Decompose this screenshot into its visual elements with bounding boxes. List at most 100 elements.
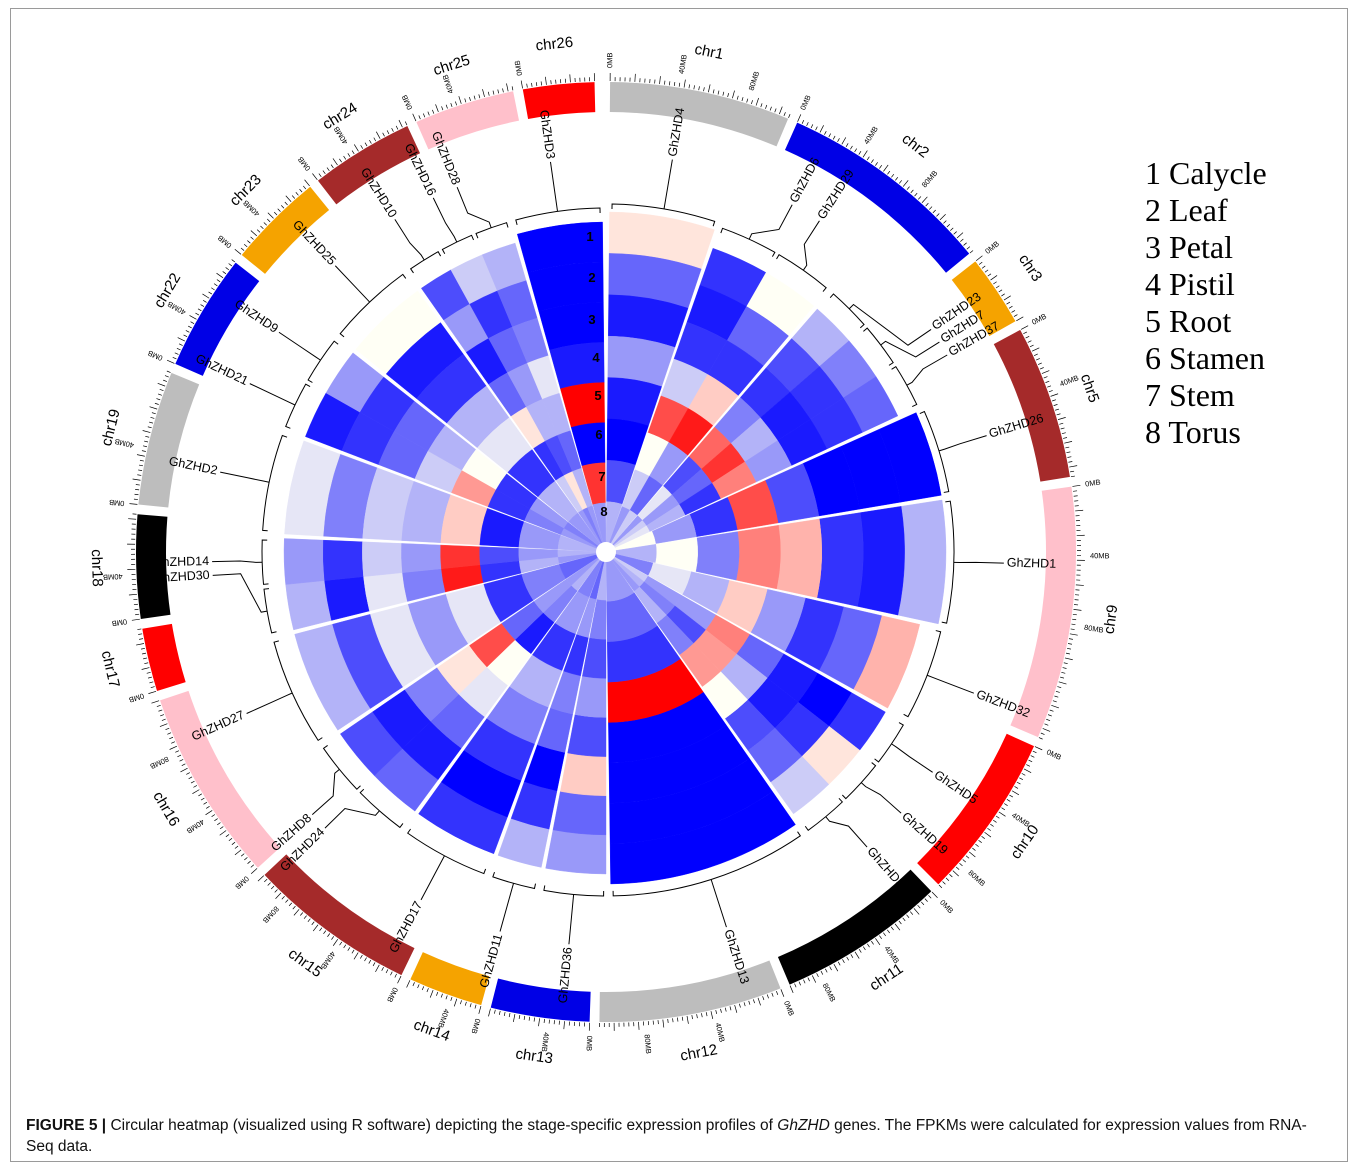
chromosome-tick xyxy=(870,159,874,163)
chromosome-tick xyxy=(538,1018,540,1027)
chromosome-tick xyxy=(998,289,1003,293)
chromosome-tick xyxy=(464,98,467,103)
legend-label: Stamen xyxy=(1161,340,1265,376)
chromosome-tick-label: 0MB xyxy=(798,94,812,112)
chromosome-tick xyxy=(281,896,285,900)
chromosome-tick xyxy=(157,382,166,387)
chromosome-tick xyxy=(138,469,143,471)
heatmap-sector-ghzhd25 xyxy=(355,290,602,547)
chromosome-tick xyxy=(993,819,997,823)
chromosome-tick xyxy=(138,464,144,467)
chromosome-tick xyxy=(966,246,971,250)
gene-leader-line xyxy=(220,471,270,483)
heatmap-sector-ghzhd21 xyxy=(305,392,599,550)
chromosome-tick xyxy=(806,122,809,127)
chromosome-tick xyxy=(160,714,165,717)
chromosome-tick xyxy=(1070,470,1075,473)
chromosome-tick xyxy=(1014,786,1019,789)
chromosome-tick xyxy=(180,767,188,773)
chromosome-tick xyxy=(1039,367,1044,370)
chromosome-tick xyxy=(998,811,1006,817)
chromosome-tick xyxy=(1035,358,1040,361)
heatmap-cell xyxy=(897,499,947,625)
chromosome-tick xyxy=(138,633,143,635)
chromosome-tick xyxy=(1057,686,1062,689)
chromosome-tick xyxy=(200,304,205,307)
heatmap-cell xyxy=(362,541,403,577)
chromosome-tick xyxy=(244,857,248,861)
chromosome-tick xyxy=(205,810,213,816)
gene-leader-line xyxy=(246,692,293,714)
gene-bracket xyxy=(262,434,288,532)
chromosome-tick xyxy=(332,158,338,166)
heatmap-sector-ghzhd19 xyxy=(611,557,861,785)
heatmap-cell xyxy=(401,543,442,573)
legend-item-pistil: 4 Pistil xyxy=(1145,266,1267,303)
chromosome-chr1: 0MB 40MB 80MB chr1 xyxy=(605,41,791,147)
chromosome-tick xyxy=(144,440,149,443)
chromosome-tick xyxy=(453,998,458,1007)
chromosome-tick xyxy=(250,864,255,868)
chromosome-tick xyxy=(1037,362,1042,365)
chromosome-tick xyxy=(879,935,882,940)
chromosome-tick xyxy=(741,97,744,102)
chromosome-tick xyxy=(837,961,841,966)
legend-number: 7 xyxy=(1145,377,1161,413)
chromosome-tick xyxy=(1063,662,1068,665)
chromosome-tick xyxy=(353,952,359,960)
chromosome-tick xyxy=(188,325,192,329)
chromosome-tick xyxy=(960,238,964,242)
chromosome-tick xyxy=(169,745,178,750)
chromosome-tick-label: 80MB xyxy=(149,754,171,770)
chromosome-tick xyxy=(303,185,307,190)
gene-bracket xyxy=(307,340,339,383)
chromosome-tick xyxy=(1064,657,1073,661)
chromosome-tick xyxy=(216,822,221,826)
chromosome-tick xyxy=(1031,347,1040,352)
chromosome-tick xyxy=(492,90,495,95)
gene-leader-line xyxy=(710,879,727,928)
legend-item-petal: 3 Petal xyxy=(1145,229,1267,266)
chromosome-tick xyxy=(659,76,661,85)
chromosome-tick xyxy=(228,838,233,842)
chromosome-tick xyxy=(421,986,425,991)
chromosome-tick xyxy=(166,359,175,364)
chromosome-tick xyxy=(478,94,481,99)
chromosome-tick xyxy=(186,772,190,775)
chromosome-tick xyxy=(190,780,195,784)
legend-label: Stem xyxy=(1161,377,1235,413)
chromosome-tick xyxy=(946,223,951,228)
gene-leader-line xyxy=(568,894,575,945)
chromosome-tick-label: 40MB xyxy=(540,1032,551,1053)
gene-label-ghzhd19: GhZHD19 xyxy=(899,809,950,857)
heatmap-sector-ghzhd30 xyxy=(285,552,598,631)
chromosome-tick xyxy=(520,80,523,89)
track-number: 7 xyxy=(598,469,605,484)
track-number: 6 xyxy=(595,427,602,442)
chromosome-tick xyxy=(990,823,994,827)
chromosome-tick xyxy=(464,1001,467,1006)
gene-bracket xyxy=(903,630,942,718)
track-number: 8 xyxy=(600,504,607,519)
chromosome-tick xyxy=(975,255,983,262)
chromosome-tick xyxy=(1042,728,1051,732)
gene-leader-line xyxy=(278,331,321,361)
chromosome-tick xyxy=(277,208,281,212)
chromosome-tick xyxy=(757,997,761,1006)
chromosome-tick xyxy=(943,220,947,224)
caption-gene-term: GhZHD xyxy=(777,1117,830,1134)
chromosome-band xyxy=(784,122,970,273)
chromosome-band xyxy=(175,262,260,376)
legend-number: 5 xyxy=(1145,303,1161,339)
chromosome-tick xyxy=(769,106,772,111)
chromosome-tick xyxy=(921,196,928,203)
chromosome-tick xyxy=(952,870,959,877)
heatmap-cell xyxy=(816,512,864,607)
chromosome-tick xyxy=(422,113,426,118)
heatmap-cell xyxy=(440,544,481,569)
heatmap-cell xyxy=(552,791,607,836)
heatmap-sector-ghzhd17 xyxy=(418,559,604,855)
